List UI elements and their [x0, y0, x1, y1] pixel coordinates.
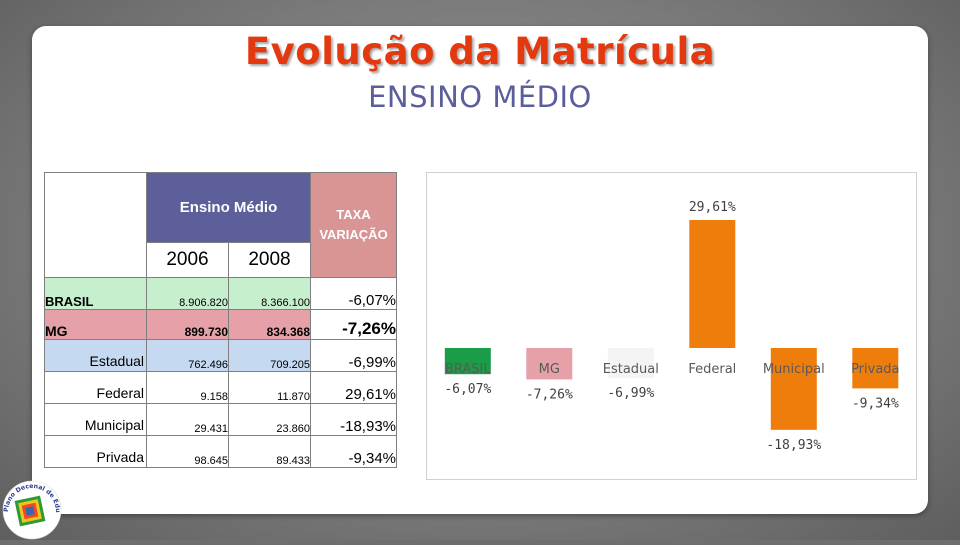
page-title: Evolução da Matrícula	[244, 30, 716, 73]
row-label: Municipal	[44, 403, 147, 436]
data-label: -9,34%	[852, 396, 899, 411]
value-2008: 834.368	[228, 309, 311, 340]
bar-privada	[852, 348, 899, 389]
value-2006: 899.730	[146, 309, 229, 340]
data-label: 29,61%	[689, 200, 736, 215]
header-taxa-line2: VARIAÇÃO	[319, 227, 388, 242]
table-row: BRASIL 8.906.820 8.366.100 -6,07%	[44, 277, 397, 310]
rate-value: -9,34%	[310, 435, 397, 468]
bar-brasil	[444, 348, 491, 375]
enrollment-table: Ensino Médio TAXA VARIAÇÃO 2006 2008 BRA…	[44, 172, 397, 468]
category-label: Federal	[688, 362, 736, 377]
rate-bar-chart: BRASIL -6,07% MG -7,26% Estadual -6,99% Federa…	[426, 172, 917, 480]
row-label: Federal	[44, 371, 147, 404]
rate-value: -6,99%	[310, 339, 397, 372]
row-label: BRASIL	[44, 277, 147, 310]
data-label: -18,93%	[766, 438, 821, 453]
value-2006: 762.496	[146, 339, 229, 372]
row-label: MG	[44, 309, 147, 340]
bar-estadual	[607, 348, 654, 379]
value-2006: 98.645	[146, 435, 229, 468]
rate-value: -7,26%	[310, 309, 397, 340]
header-year-2008: 2008	[228, 242, 311, 278]
logo-emblem: Plano Decenal de Educação de Minas Gerai…	[0, 463, 62, 540]
category-label: Privada	[851, 362, 899, 377]
category-label: BRASIL	[445, 362, 491, 377]
table-row: MG 899.730 834.368 -7,26%	[44, 309, 397, 340]
rate-value: 29,61%	[310, 371, 397, 404]
value-2006: 9.158	[146, 371, 229, 404]
data-label: -6,99%	[607, 386, 654, 401]
category-label: MG	[539, 362, 560, 377]
bar-municipal	[770, 348, 817, 430]
row-label: Estadual	[44, 339, 147, 372]
chart-svg: BRASIL -6,07% MG -7,26% Estadual -6,99% Federa…	[444, 200, 899, 453]
page-subtitle: ENSINO MÉDIO	[368, 80, 592, 114]
table-corner-cell	[44, 172, 147, 278]
data-label: -7,26%	[526, 387, 573, 402]
table-row: Estadual 762.496 709.205 -6,99%	[44, 339, 397, 372]
value-2008: 709.205	[228, 339, 311, 372]
header-taxa-line1: TAXA	[336, 207, 371, 222]
category-label: Municipal	[763, 362, 825, 377]
value-2008: 23.860	[228, 403, 311, 436]
bar-federal	[689, 220, 736, 348]
value-2008: 8.366.100	[228, 277, 311, 310]
bar-mg	[526, 348, 573, 380]
value-2008: 11.870	[228, 371, 311, 404]
table-row: Privada 98.645 89.433 -9,34%	[44, 435, 397, 468]
logo-square-blue	[25, 506, 35, 516]
data-label: -6,07%	[444, 382, 491, 397]
table-row: Federal 9.158 11.870 29,61%	[44, 371, 397, 404]
value-2006: 8.906.820	[146, 277, 229, 310]
category-label: Estadual	[603, 362, 659, 377]
row-label: Privada	[44, 435, 147, 468]
plano-decenal-logo: Plano Decenal de Educação de Minas Gerai…	[0, 463, 62, 540]
value-2006: 29.431	[146, 403, 229, 436]
value-2008: 89.433	[228, 435, 311, 468]
header-taxa-variacao: TAXA VARIAÇÃO	[310, 172, 397, 278]
header-ensino-medio: Ensino Médio	[146, 172, 311, 243]
rate-value: -18,93%	[310, 403, 397, 436]
table-row: Municipal 29.431 23.860 -18,93%	[44, 403, 397, 436]
rate-value: -6,07%	[310, 277, 397, 310]
header-year-2006: 2006	[146, 242, 229, 278]
